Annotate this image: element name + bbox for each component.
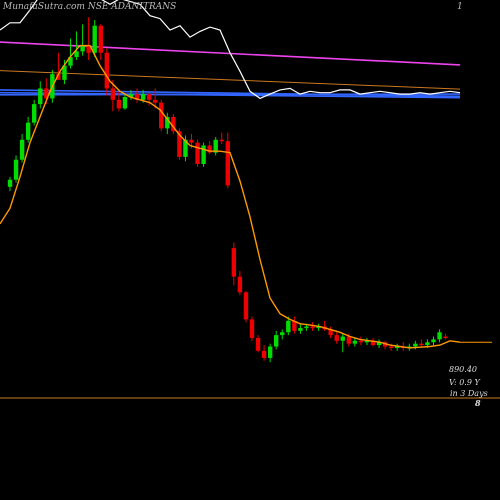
- candle-body-43: [267, 346, 273, 358]
- volume-line: [0, 0, 461, 100]
- candle-body-51: [316, 326, 321, 329]
- candle-body-19: [122, 96, 128, 109]
- candle-body-12: [80, 45, 85, 52]
- candle-body-4: [32, 104, 37, 123]
- candle-body-0: [7, 179, 13, 187]
- blue-trend-line-2: [0, 93, 461, 96]
- candle-body-37: [231, 248, 237, 277]
- candle-body-3: [25, 122, 31, 140]
- candle-body-56: [346, 336, 351, 344]
- candle-body-26: [165, 116, 170, 129]
- candle-body-60: [370, 340, 376, 346]
- candle-body-55: [340, 336, 345, 341]
- marker-label: 8: [475, 398, 481, 408]
- candle-body-67: [413, 343, 418, 347]
- candle-body-9: [62, 65, 67, 80]
- candle-body-63: [388, 346, 394, 349]
- blue-trend-line-0: [0, 89, 461, 98]
- candle-body-17: [110, 88, 116, 100]
- candle-body-24: [153, 99, 158, 103]
- candle-body-70: [431, 339, 436, 343]
- period-readout: in 3 Days: [450, 389, 488, 398]
- candle-body-14: [92, 25, 97, 53]
- candle-body-48: [298, 327, 303, 331]
- candle-body-57: [352, 340, 358, 344]
- candle-body-8: [56, 74, 61, 80]
- chart-title: MunafaSutra.com NSE ADANITRANS: [2, 2, 176, 12]
- candle-body-44: [274, 335, 279, 347]
- candle-body-40: [249, 319, 255, 338]
- candle-body-32: [201, 145, 206, 164]
- candle-body-30: [189, 139, 194, 143]
- candle-body-10: [68, 57, 73, 66]
- candle-body-68: [419, 343, 424, 346]
- candle-body-18: [116, 99, 122, 109]
- candle-body-31: [195, 142, 200, 164]
- candle-body-38: [237, 276, 243, 293]
- candle-body-11: [74, 51, 79, 58]
- volume-readout: V: 0.9 Y: [449, 378, 480, 387]
- candle-body-6: [44, 88, 49, 99]
- candle-body-1: [13, 159, 19, 180]
- candle-body-33: [207, 145, 212, 153]
- candle-body-39: [243, 292, 249, 320]
- candle-body-2: [19, 139, 25, 160]
- candle-body-20: [128, 94, 134, 97]
- candle-body-16: [104, 52, 109, 89]
- candle-body-41: [255, 337, 261, 351]
- candle-body-34: [213, 139, 218, 153]
- price-readout: 890.40: [449, 365, 477, 374]
- candle-body-49: [304, 326, 309, 329]
- candle-body-21: [134, 94, 140, 100]
- candle-body-47: [292, 320, 297, 331]
- candle-body-72: [443, 336, 448, 339]
- candle-body-29: [183, 139, 188, 157]
- candle-body-28: [177, 131, 182, 157]
- candle-body-45: [280, 332, 285, 336]
- candle-body-25: [159, 102, 164, 129]
- candle-body-5: [38, 88, 43, 105]
- candle-body-54: [334, 335, 339, 341]
- candle-body-58: [358, 340, 364, 343]
- corner-label: 1: [457, 2, 463, 12]
- candle-body-15: [98, 25, 103, 53]
- candle-body-36: [225, 141, 230, 186]
- candle-body-23: [146, 94, 152, 100]
- candle-body-50: [310, 326, 315, 329]
- candle-body-35: [219, 139, 224, 142]
- candle-body-27: [171, 116, 176, 132]
- candle-body-42: [261, 350, 267, 358]
- candle-body-64: [395, 346, 400, 349]
- candle-body-71: [437, 332, 442, 340]
- candle-body-22: [140, 94, 146, 100]
- brown-trend-line: [0, 70, 461, 90]
- candle-body-13: [86, 45, 91, 53]
- candle-body-46: [286, 320, 291, 333]
- candle-body-61: [376, 342, 382, 346]
- candle-body-69: [425, 342, 430, 346]
- candle-body-59: [364, 340, 370, 343]
- candle-body-53: [328, 329, 333, 336]
- moving-average-line: [0, 44, 461, 349]
